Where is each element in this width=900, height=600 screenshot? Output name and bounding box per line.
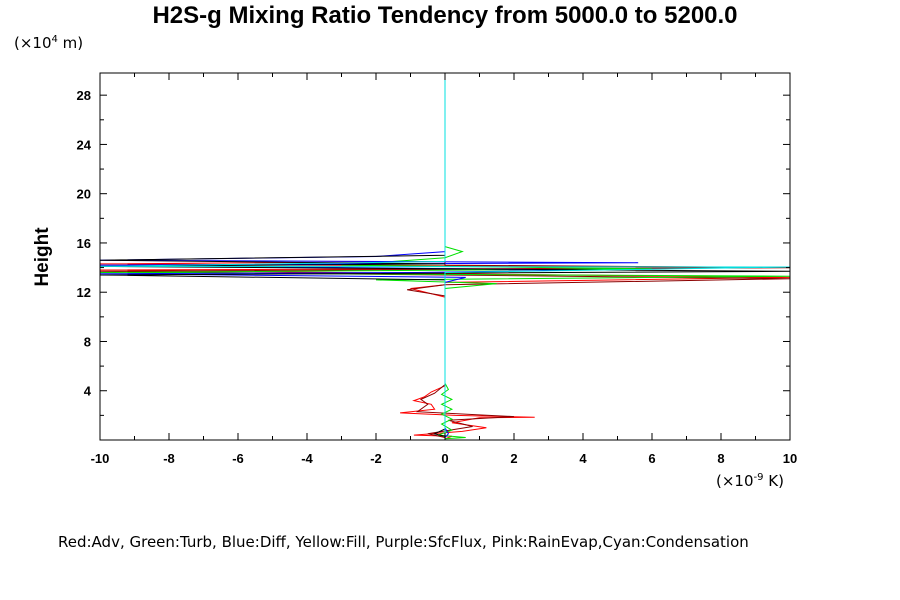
series-line-3 (99, 73, 639, 438)
y-tick-label: 28 (77, 88, 91, 103)
legend-text: Red:Adv, Green:Turb, Blue:Diff, Yellow:F… (58, 533, 749, 551)
y-tick-label: 16 (77, 236, 91, 251)
x-tick-label: -6 (232, 451, 244, 466)
x-tick-label: 6 (648, 451, 655, 466)
x-tick-label: 4 (579, 451, 587, 466)
x-tick-label: 0 (441, 451, 448, 466)
x-units-exponent: -9 (753, 472, 764, 483)
x-axis-units: (×10-9 K) (716, 472, 784, 490)
x-tick-label: 10 (783, 451, 797, 466)
x-tick-label: -2 (370, 451, 382, 466)
y-tick-label: 8 (84, 334, 91, 349)
y-axis-units: (×104 m) (14, 34, 83, 52)
series-layer (99, 73, 791, 440)
x-tick-label: -4 (301, 451, 313, 466)
y-units-prefix: (×10 (14, 34, 52, 52)
series-line-1 (99, 73, 791, 438)
series-line-5 (99, 73, 791, 440)
x-tick-label: 8 (717, 451, 724, 466)
y-tick-label: 12 (77, 285, 91, 300)
x-tick-label: 2 (510, 451, 517, 466)
y-tick-label: 20 (77, 187, 91, 202)
x-units-suffix: K) (763, 472, 784, 490)
x-units-prefix: (×10 (716, 472, 754, 490)
y-units-suffix: m) (57, 34, 84, 52)
chart-title: H2S-g Mixing Ratio Tendency from 5000.0 … (152, 2, 738, 29)
y-units-exponent: 4 (51, 34, 58, 45)
y-tick-label: 24 (77, 137, 92, 152)
y-tick-label: 4 (84, 384, 92, 399)
x-tick-label: -10 (91, 451, 110, 466)
x-tick-label: -8 (163, 451, 175, 466)
